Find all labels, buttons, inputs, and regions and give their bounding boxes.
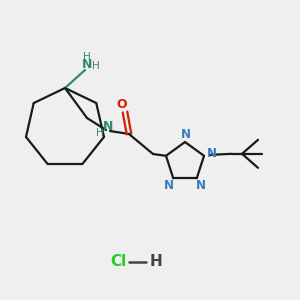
Text: H: H — [83, 52, 91, 62]
Text: N: N — [164, 179, 174, 192]
Text: Cl: Cl — [110, 254, 126, 269]
Text: H: H — [96, 128, 104, 138]
Text: O: O — [117, 98, 127, 110]
Text: N: N — [103, 121, 113, 134]
Text: N: N — [181, 128, 191, 142]
Text: N: N — [196, 179, 206, 192]
Text: N: N — [82, 58, 92, 70]
Text: H: H — [150, 254, 162, 269]
Text: H: H — [92, 61, 100, 71]
Text: N: N — [207, 147, 217, 160]
